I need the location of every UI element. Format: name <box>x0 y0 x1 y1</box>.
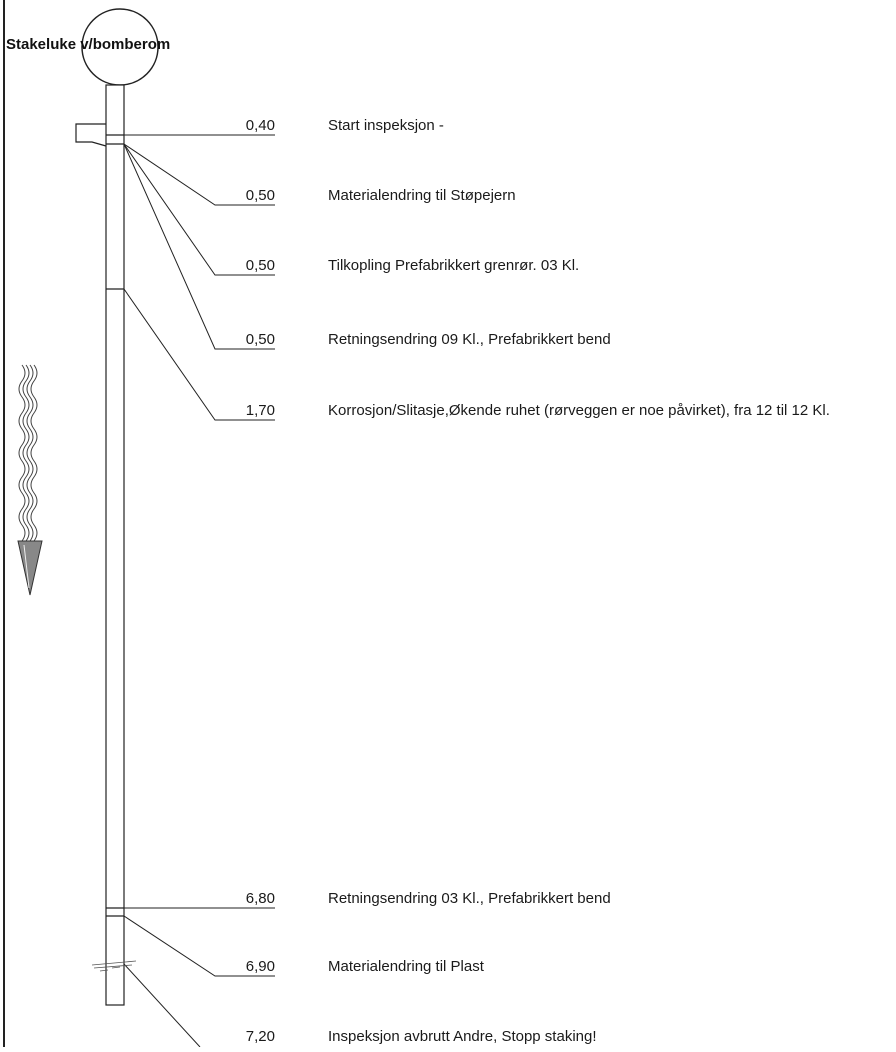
distance-label: 0,50 <box>245 257 275 274</box>
leader-line <box>123 288 275 421</box>
distance-label: 6,90 <box>245 958 275 975</box>
pipe-end-hatch <box>91 960 137 972</box>
distance-label: 0,50 <box>245 187 275 204</box>
pipe-body <box>105 84 125 1006</box>
distance-label: 1,70 <box>245 402 275 419</box>
leader-line <box>123 963 201 1048</box>
distance-label: 0,50 <box>245 331 275 348</box>
distance-label: 7,20 <box>245 1028 275 1045</box>
leader-line <box>123 143 275 276</box>
event-description: Materialendring til Plast <box>328 958 484 975</box>
event-description: Inspeksjon avbrutt Andre, Stopp staking! <box>328 1028 597 1045</box>
event-description: Retningsendring 09 Kl., Prefabrikkert be… <box>328 331 611 348</box>
branch-connection-icon <box>75 123 107 147</box>
leader-line <box>123 143 275 206</box>
event-description: Korrosjon/Slitasje,Økende ruhet (rørvegg… <box>328 402 830 419</box>
event-description: Tilkopling Prefabrikkert grenrør. 03 Kl. <box>328 257 580 274</box>
event-description: Materialendring til Støpejern <box>328 187 516 204</box>
distance-label: 0,40 <box>245 117 275 134</box>
manhole-label: Stakeluke v/bomberom <box>6 36 171 53</box>
leader-line <box>123 915 275 977</box>
leader-line <box>123 143 275 350</box>
distance-label: 6,80 <box>245 890 275 907</box>
wavy-down-arrow-icon <box>17 364 43 596</box>
event-description: Start inspeksjon - <box>328 117 444 134</box>
event-description: Retningsendring 03 Kl., Prefabrikkert be… <box>328 890 611 907</box>
